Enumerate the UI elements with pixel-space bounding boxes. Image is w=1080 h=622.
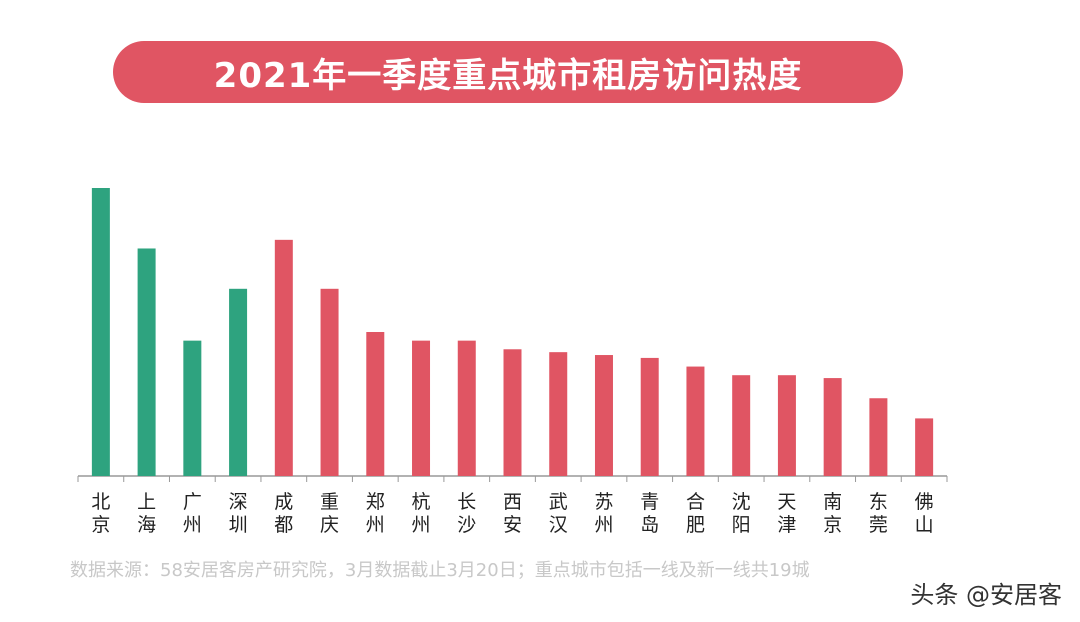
bar-16 bbox=[823, 378, 842, 476]
x-tick-label-7-1: 州 bbox=[412, 514, 431, 536]
bar-18 bbox=[915, 418, 934, 476]
x-tick-label-15-1: 津 bbox=[777, 514, 796, 536]
bar-10 bbox=[549, 352, 568, 476]
bar-15 bbox=[777, 375, 796, 476]
x-tick-label-18-1: 山 bbox=[915, 514, 934, 536]
bar-11 bbox=[594, 355, 613, 476]
x-tick-label-2-1: 州 bbox=[183, 514, 202, 536]
bar-6 bbox=[366, 332, 385, 476]
x-tick-label-9-1: 安 bbox=[503, 514, 522, 536]
x-tick-label-4-0: 成 bbox=[274, 491, 293, 513]
bar-2 bbox=[183, 340, 202, 476]
x-tick-label-11-1: 州 bbox=[594, 514, 613, 536]
x-tick-label-10-1: 汉 bbox=[549, 514, 568, 536]
x-tick-label-14-1: 阳 bbox=[732, 514, 751, 536]
title-banner: 2021年一季度重点城市租房访问热度 bbox=[113, 41, 903, 103]
x-tick-label-3-1: 圳 bbox=[229, 514, 248, 536]
bar-14 bbox=[732, 375, 751, 476]
bar-5 bbox=[320, 288, 339, 476]
x-tick-label-0-0: 北 bbox=[91, 491, 110, 513]
x-tick-label-6-0: 郑 bbox=[366, 491, 385, 513]
x-tick-label-14-0: 沈 bbox=[732, 491, 751, 513]
x-tick-label-2-0: 广 bbox=[183, 491, 202, 513]
x-tick-label-8-0: 长 bbox=[457, 491, 476, 513]
x-tick-label-4-1: 都 bbox=[274, 514, 293, 536]
x-tick-label-5-1: 庆 bbox=[320, 514, 339, 536]
x-tick-label-9-0: 西 bbox=[503, 491, 522, 513]
x-tick-label-13-0: 合 bbox=[686, 491, 705, 513]
x-tick-label-12-1: 岛 bbox=[640, 514, 659, 536]
x-tick-label-18-0: 佛 bbox=[915, 491, 934, 513]
bar-13 bbox=[686, 366, 705, 476]
x-tick-label-13-1: 肥 bbox=[686, 514, 705, 536]
bar-12 bbox=[640, 357, 659, 476]
bar-9 bbox=[503, 349, 522, 476]
x-tick-label-1-0: 上 bbox=[137, 491, 156, 513]
x-tick-label-5-0: 重 bbox=[320, 491, 339, 513]
x-tick-label-3-0: 深 bbox=[229, 491, 248, 513]
x-tick-label-15-0: 天 bbox=[777, 491, 796, 513]
x-tick-label-6-1: 州 bbox=[366, 514, 385, 536]
x-tick-label-10-0: 武 bbox=[549, 491, 568, 513]
x-tick-label-17-1: 莞 bbox=[869, 514, 888, 536]
x-tick-label-11-0: 苏 bbox=[594, 491, 613, 513]
bar-8 bbox=[457, 340, 476, 476]
x-tick-label-0-1: 京 bbox=[91, 514, 110, 536]
bar-4 bbox=[274, 239, 293, 476]
x-tick-label-12-0: 青 bbox=[640, 491, 659, 513]
chart-title: 2021年一季度重点城市租房访问热度 bbox=[213, 55, 803, 96]
x-tick-label-7-0: 杭 bbox=[412, 491, 431, 513]
x-tick-label-16-0: 南 bbox=[823, 491, 842, 513]
watermark: 头条 @安居客 bbox=[910, 581, 1062, 609]
x-tick-label-17-0: 东 bbox=[869, 491, 888, 513]
bar-17 bbox=[869, 398, 888, 476]
x-tick-label-8-1: 沙 bbox=[457, 514, 476, 536]
bar-0 bbox=[91, 188, 110, 476]
bar-7 bbox=[412, 340, 431, 476]
source-note: 数据来源：58安居客房产研究院，3月数据截止3月20日；重点城市包括一线及新一线… bbox=[70, 560, 810, 581]
x-tick-label-1-1: 海 bbox=[137, 514, 156, 536]
bar-3 bbox=[229, 288, 248, 476]
bar-1 bbox=[137, 248, 156, 476]
x-tick-label-16-1: 京 bbox=[823, 514, 842, 536]
